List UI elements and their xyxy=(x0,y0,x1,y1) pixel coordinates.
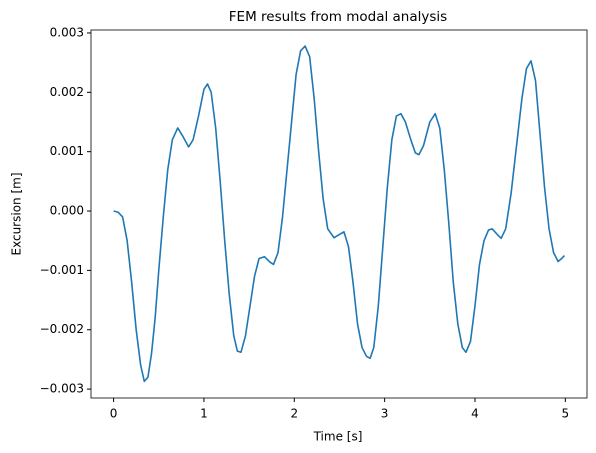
plot-frame xyxy=(90,29,588,399)
x-axis-label: Time [s] xyxy=(313,430,363,444)
y-tick-label: −0.003 xyxy=(40,382,84,396)
x-tick-label: 0 xyxy=(110,407,118,421)
y-axis-label: Excursion [m] xyxy=(10,172,24,255)
y-tick-label: 0.000 xyxy=(50,204,84,218)
x-tick-label: 1 xyxy=(200,407,208,421)
y-tick-label: 0.003 xyxy=(50,25,84,39)
y-tick-label: 0.002 xyxy=(50,85,84,99)
x-tick-label: 2 xyxy=(290,407,298,421)
y-tick-label: −0.001 xyxy=(40,263,84,277)
chart-title: FEM results from modal analysis xyxy=(229,9,447,25)
data-line xyxy=(113,45,566,383)
x-tick-label: 4 xyxy=(471,407,479,421)
x-tick-label: 5 xyxy=(561,407,569,421)
y-tick-label: 0.001 xyxy=(50,144,84,158)
x-tick-label: 3 xyxy=(381,407,389,421)
y-tick-label: −0.002 xyxy=(40,322,84,336)
